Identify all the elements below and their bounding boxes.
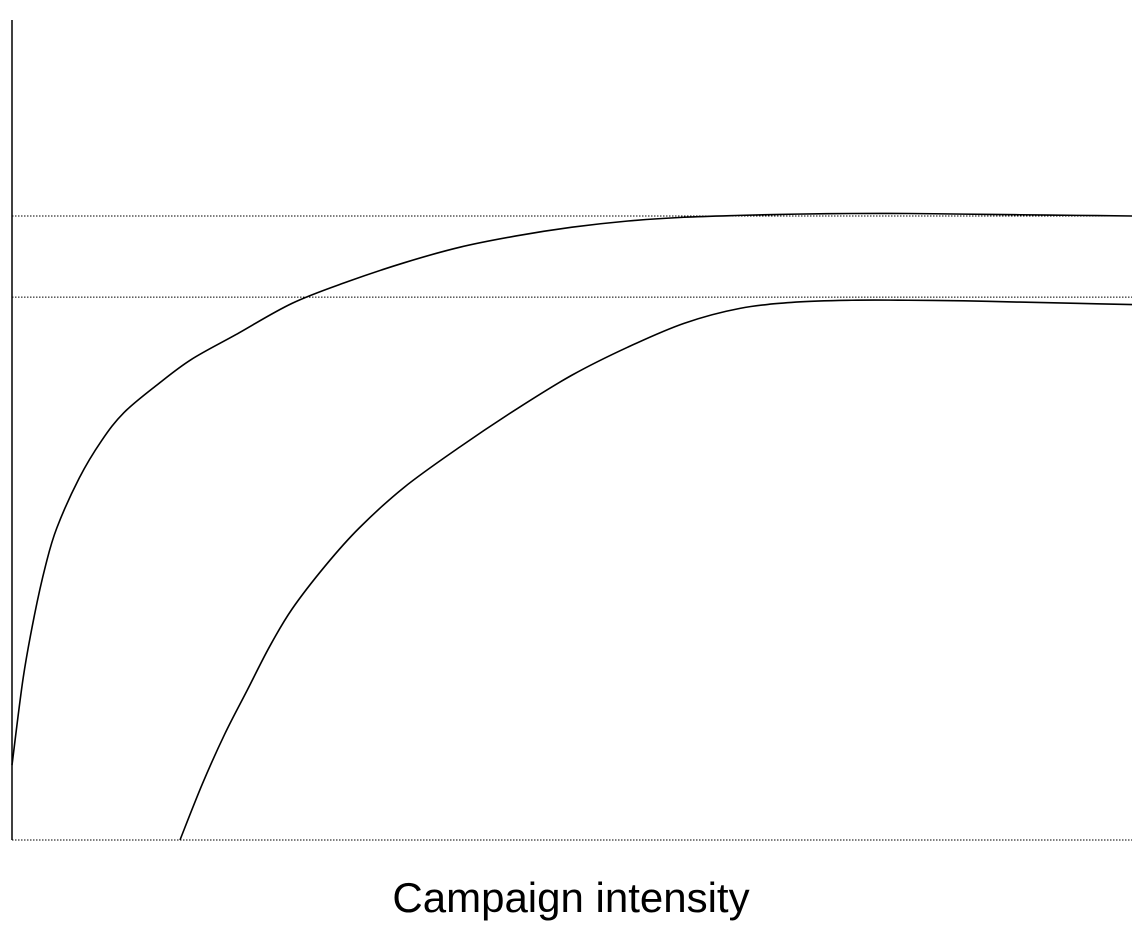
x-axis-label: Campaign intensity [392,874,749,921]
series-layer [11,212,1132,841]
series-line-1 [11,212,1132,766]
reference-lines [12,215,1132,841]
series-line-2 [179,299,1132,841]
